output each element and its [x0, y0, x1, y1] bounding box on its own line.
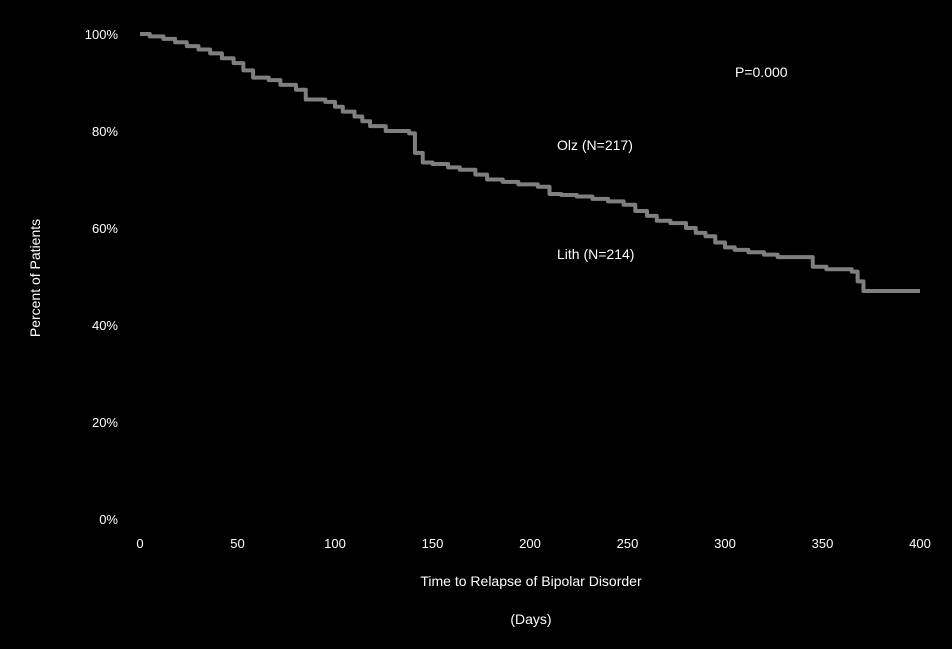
series-layer	[140, 32, 920, 294]
y-tick-label: 40%	[92, 318, 118, 333]
x-tick-label: 250	[617, 536, 639, 551]
x-tick-label: 400	[909, 536, 931, 551]
series-line	[140, 32, 920, 294]
p-value-annotation: P=0.000	[735, 64, 788, 80]
x-axis-unit: (Days)	[510, 611, 551, 627]
x-axis-title: Time to Relapse of Bipolar Disorder	[420, 573, 642, 589]
y-tick-label: 20%	[92, 415, 118, 430]
olz-series-label: Olz (N=217)	[557, 137, 633, 153]
y-tick-label: 100%	[85, 27, 119, 42]
y-axis-title: Percent of Patients	[27, 219, 43, 337]
y-tick-label: 60%	[92, 221, 118, 236]
x-tick-label: 100	[324, 536, 346, 551]
x-tick-label: 0	[136, 536, 143, 551]
y-tick-label: 0%	[99, 512, 118, 527]
lith-series-label: Lith (N=214)	[557, 246, 634, 262]
y-tick-label: 80%	[92, 124, 118, 139]
x-tick-label: 150	[422, 536, 444, 551]
x-tick-labels: 0 50 100 150 200 250 300 350 400	[136, 536, 930, 551]
y-tick-labels: 0% 20% 40% 60% 80% 100%	[85, 27, 119, 527]
x-tick-label: 300	[714, 536, 736, 551]
x-tick-label: 50	[230, 536, 244, 551]
x-tick-label: 200	[519, 536, 541, 551]
x-tick-label: 350	[812, 536, 834, 551]
